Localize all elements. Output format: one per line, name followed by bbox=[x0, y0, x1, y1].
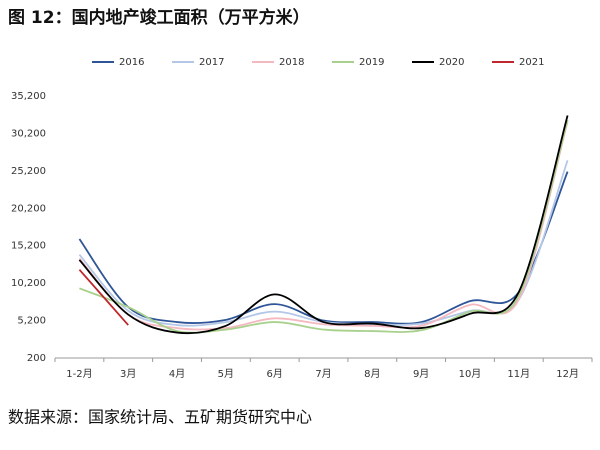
legend-label: 2017 bbox=[199, 57, 224, 68]
x-tick-label: 8月 bbox=[364, 368, 380, 380]
source: 数据来源：国家统计局、五矿期货研究中心 bbox=[8, 408, 312, 427]
y-tick-label: 30,200 bbox=[11, 128, 46, 139]
y-tick-label: 200 bbox=[27, 353, 46, 364]
x-tick-label: 7月 bbox=[315, 368, 331, 380]
y-tick-label: 15,200 bbox=[11, 241, 46, 252]
legend-label: 2019 bbox=[359, 57, 384, 68]
x-tick-label: 12月 bbox=[556, 368, 579, 380]
x-tick-label: 1-2月 bbox=[66, 368, 92, 380]
x-tick-label: 9月 bbox=[413, 368, 429, 380]
x-tick-label: 3月 bbox=[120, 368, 136, 380]
line bbox=[78, 160, 569, 327]
line bbox=[78, 269, 129, 326]
y-tick-label: 35,200 bbox=[11, 91, 46, 102]
line bbox=[79, 119, 569, 334]
legend-label: 2018 bbox=[279, 57, 304, 68]
y-tick-label: 20,200 bbox=[11, 203, 46, 214]
legend-label: 2020 bbox=[439, 57, 464, 68]
line bbox=[78, 121, 569, 331]
y-tick-label: 5,200 bbox=[17, 316, 46, 327]
legend-label: 2021 bbox=[519, 57, 544, 68]
y-tick-label: 10,200 bbox=[11, 278, 46, 289]
legend-label: 2016 bbox=[119, 57, 144, 68]
y-tick-label: 25,200 bbox=[11, 166, 46, 177]
x-tick-label: 6月 bbox=[266, 368, 282, 380]
line bbox=[78, 171, 569, 325]
line bbox=[78, 115, 569, 335]
x-tick-label: 11月 bbox=[507, 368, 530, 380]
x-tick-label: 10月 bbox=[459, 368, 482, 380]
x-tick-label: 4月 bbox=[169, 368, 185, 380]
x-tick-label: 5月 bbox=[218, 368, 234, 380]
chart-title: 图 12：国内地产竣工面积（万平方米） bbox=[8, 7, 310, 28]
